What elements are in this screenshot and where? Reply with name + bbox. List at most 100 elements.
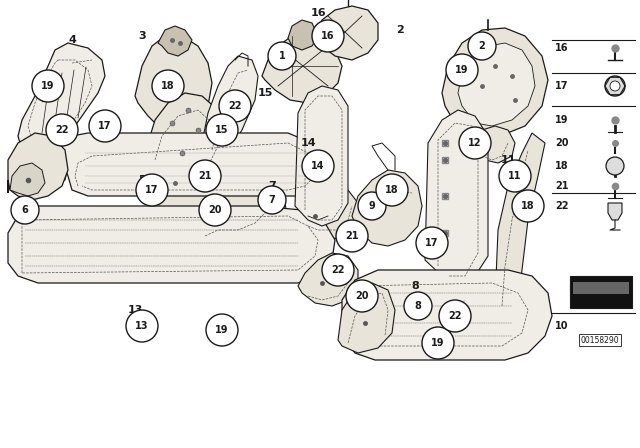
Text: 20: 20: [355, 291, 369, 301]
Circle shape: [136, 174, 168, 206]
Circle shape: [189, 160, 221, 192]
Text: 16: 16: [321, 31, 335, 41]
Circle shape: [606, 157, 624, 175]
Polygon shape: [608, 203, 622, 220]
Circle shape: [89, 110, 121, 142]
Circle shape: [312, 20, 344, 52]
Text: 22: 22: [448, 311, 461, 321]
Circle shape: [376, 174, 408, 206]
Polygon shape: [295, 86, 348, 226]
Text: 2: 2: [479, 41, 485, 51]
Circle shape: [268, 42, 296, 70]
Circle shape: [346, 280, 378, 312]
Polygon shape: [298, 186, 362, 240]
Text: 14: 14: [300, 138, 316, 148]
Polygon shape: [8, 206, 335, 283]
Text: 15: 15: [215, 125, 228, 135]
Polygon shape: [288, 20, 318, 50]
Polygon shape: [142, 150, 215, 216]
Text: 00158290: 00158290: [580, 336, 620, 345]
Polygon shape: [195, 176, 288, 253]
Text: 13: 13: [127, 305, 143, 315]
Polygon shape: [442, 28, 548, 136]
Text: 21: 21: [555, 181, 568, 191]
Circle shape: [468, 32, 496, 60]
Circle shape: [605, 76, 625, 96]
Polygon shape: [145, 93, 225, 176]
FancyBboxPatch shape: [573, 282, 629, 294]
Polygon shape: [315, 6, 378, 60]
FancyBboxPatch shape: [548, 20, 636, 320]
Polygon shape: [158, 26, 192, 56]
Text: 2: 2: [396, 25, 404, 35]
Text: 20: 20: [555, 138, 568, 148]
Text: 8: 8: [415, 301, 421, 311]
Circle shape: [358, 192, 386, 220]
Polygon shape: [298, 253, 358, 306]
Polygon shape: [342, 270, 552, 360]
Text: 1: 1: [278, 51, 285, 61]
Text: 19: 19: [215, 325, 228, 335]
Polygon shape: [10, 163, 45, 196]
Text: 3: 3: [138, 31, 146, 41]
Circle shape: [219, 90, 251, 122]
Polygon shape: [62, 133, 328, 196]
Text: 20: 20: [208, 205, 221, 215]
Circle shape: [126, 310, 158, 342]
Text: 18: 18: [160, 71, 176, 81]
Circle shape: [32, 70, 64, 102]
Text: 17: 17: [145, 185, 159, 195]
Text: 7: 7: [269, 195, 275, 205]
Text: 11: 11: [508, 171, 522, 181]
Circle shape: [404, 292, 432, 320]
Circle shape: [336, 220, 368, 252]
Text: 10: 10: [555, 321, 568, 331]
Text: 5: 5: [138, 175, 146, 185]
FancyBboxPatch shape: [570, 276, 632, 308]
Text: 18: 18: [385, 185, 399, 195]
Text: 19: 19: [431, 338, 445, 348]
Text: 17: 17: [99, 121, 112, 131]
Polygon shape: [425, 110, 488, 283]
Polygon shape: [458, 43, 535, 126]
Circle shape: [206, 114, 238, 146]
Polygon shape: [475, 126, 515, 163]
Polygon shape: [18, 43, 105, 156]
Circle shape: [512, 190, 544, 222]
Text: 4: 4: [68, 35, 76, 45]
Polygon shape: [262, 33, 342, 103]
Text: 14: 14: [311, 161, 324, 171]
Circle shape: [258, 186, 286, 214]
Circle shape: [459, 127, 491, 159]
Circle shape: [439, 300, 471, 332]
Text: 21: 21: [345, 231, 359, 241]
Circle shape: [206, 314, 238, 346]
Text: 22: 22: [228, 101, 242, 111]
Text: 13: 13: [135, 321, 148, 331]
Circle shape: [11, 196, 39, 224]
Circle shape: [610, 81, 620, 91]
Text: 12: 12: [468, 138, 482, 148]
Text: 19: 19: [455, 65, 468, 75]
Polygon shape: [352, 170, 422, 246]
Text: 22: 22: [555, 201, 568, 211]
Text: 18: 18: [555, 161, 568, 171]
Circle shape: [322, 254, 354, 286]
Circle shape: [416, 227, 448, 259]
Text: 22: 22: [332, 265, 345, 275]
Polygon shape: [338, 283, 395, 353]
Text: 19: 19: [555, 115, 568, 125]
Circle shape: [199, 194, 231, 226]
Text: 22: 22: [55, 125, 68, 135]
Circle shape: [302, 150, 334, 182]
Text: 15: 15: [257, 88, 273, 98]
Polygon shape: [135, 36, 212, 133]
Text: 17: 17: [425, 238, 439, 248]
Text: 18: 18: [521, 201, 535, 211]
Text: 21: 21: [198, 171, 212, 181]
Text: 7: 7: [268, 181, 276, 191]
Circle shape: [422, 327, 454, 359]
Text: 8: 8: [411, 281, 419, 291]
Polygon shape: [8, 133, 68, 200]
Polygon shape: [202, 56, 258, 163]
